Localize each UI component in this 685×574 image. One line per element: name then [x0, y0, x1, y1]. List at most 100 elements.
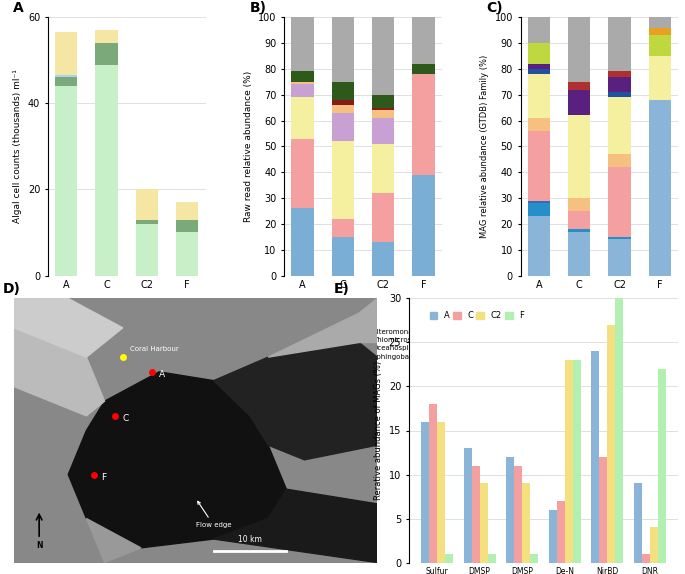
Polygon shape [214, 343, 377, 460]
Bar [372, 118, 395, 144]
Bar [527, 216, 550, 276]
Bar [372, 110, 395, 118]
Text: A: A [13, 1, 24, 15]
Bar [658, 369, 666, 563]
Bar [608, 17, 631, 71]
Bar [437, 422, 445, 563]
Bar [429, 404, 437, 563]
Bar [291, 208, 314, 276]
Bar [412, 64, 435, 74]
Bar [176, 219, 199, 232]
Bar [649, 17, 671, 28]
Bar [372, 242, 395, 276]
Bar [649, 36, 671, 56]
Bar [527, 43, 550, 64]
Bar [445, 554, 453, 563]
Y-axis label: Rerative abundance of MAGs (%): Rerative abundance of MAGs (%) [374, 361, 383, 500]
Bar [291, 97, 314, 138]
Bar [412, 17, 435, 64]
Bar [608, 97, 631, 154]
Polygon shape [14, 298, 377, 563]
Text: E): E) [334, 282, 349, 296]
Bar [95, 43, 118, 65]
Bar [176, 232, 199, 276]
Bar [565, 360, 573, 563]
Bar [527, 74, 550, 118]
Bar [608, 167, 631, 236]
Bar [55, 32, 77, 75]
Bar [608, 154, 631, 167]
Bar [615, 281, 623, 563]
Bar [95, 30, 118, 43]
Text: A: A [159, 370, 165, 379]
Bar [530, 554, 538, 563]
Bar [568, 82, 590, 90]
Bar [649, 28, 671, 36]
Text: B): B) [249, 1, 266, 15]
Bar [608, 92, 631, 97]
Bar [332, 17, 354, 82]
Text: C: C [123, 414, 129, 423]
Bar [527, 203, 550, 216]
Bar [649, 100, 671, 276]
Bar [568, 231, 590, 276]
Bar [472, 466, 480, 563]
Bar [649, 56, 671, 100]
Text: 10 km: 10 km [238, 535, 262, 544]
Bar [479, 483, 488, 563]
Bar [568, 17, 590, 82]
Legend: Rhodobacterales, Other, Flavobacteriales, Cellvibrionales, Alteromonadales, Thio: Rhodobacterales, Other, Flavobacteriales… [284, 325, 443, 362]
Polygon shape [14, 298, 123, 357]
Text: Coral Harbour: Coral Harbour [130, 346, 179, 352]
Bar [332, 113, 354, 141]
Bar [642, 554, 650, 563]
Bar [608, 325, 615, 563]
Polygon shape [86, 518, 141, 563]
Bar [591, 351, 599, 563]
Polygon shape [14, 328, 105, 416]
Bar [599, 457, 608, 563]
Bar [55, 86, 77, 276]
Bar [568, 90, 590, 115]
Bar [527, 200, 550, 203]
Bar [55, 77, 77, 86]
Bar [332, 219, 354, 236]
Bar [557, 501, 565, 563]
Bar [464, 448, 472, 563]
Bar [372, 144, 395, 193]
Bar [136, 189, 158, 220]
Bar [650, 528, 658, 563]
Y-axis label: Raw read relative abundance (%): Raw read relative abundance (%) [244, 71, 253, 222]
Bar [176, 203, 199, 220]
Bar [291, 82, 314, 84]
Bar [527, 69, 550, 74]
Legend: Diatoms - Pennate, Dinoflagellates, Diatoms - Centric, Flagellates: Diatoms - Pennate, Dinoflagellates, Diat… [39, 326, 214, 352]
Bar [421, 422, 429, 563]
Bar [608, 77, 631, 92]
Bar [291, 138, 314, 208]
Bar [332, 105, 354, 113]
Bar [372, 95, 395, 108]
Bar [291, 17, 314, 71]
Polygon shape [268, 298, 377, 357]
Bar [332, 82, 354, 100]
Bar [568, 229, 590, 231]
Bar [608, 236, 631, 239]
Text: C): C) [486, 1, 503, 15]
Bar [568, 211, 590, 229]
Bar [372, 107, 395, 110]
Bar [55, 75, 77, 77]
Bar [573, 360, 581, 563]
Bar [608, 72, 631, 77]
Bar [372, 17, 395, 95]
Bar [332, 236, 354, 276]
Bar [332, 100, 354, 105]
Bar [527, 17, 550, 43]
Text: Flow edge: Flow edge [196, 501, 232, 528]
Bar [527, 131, 550, 201]
Bar [527, 64, 550, 69]
Bar [514, 466, 522, 563]
Bar [488, 554, 496, 563]
Bar [608, 239, 631, 276]
Polygon shape [68, 372, 286, 548]
